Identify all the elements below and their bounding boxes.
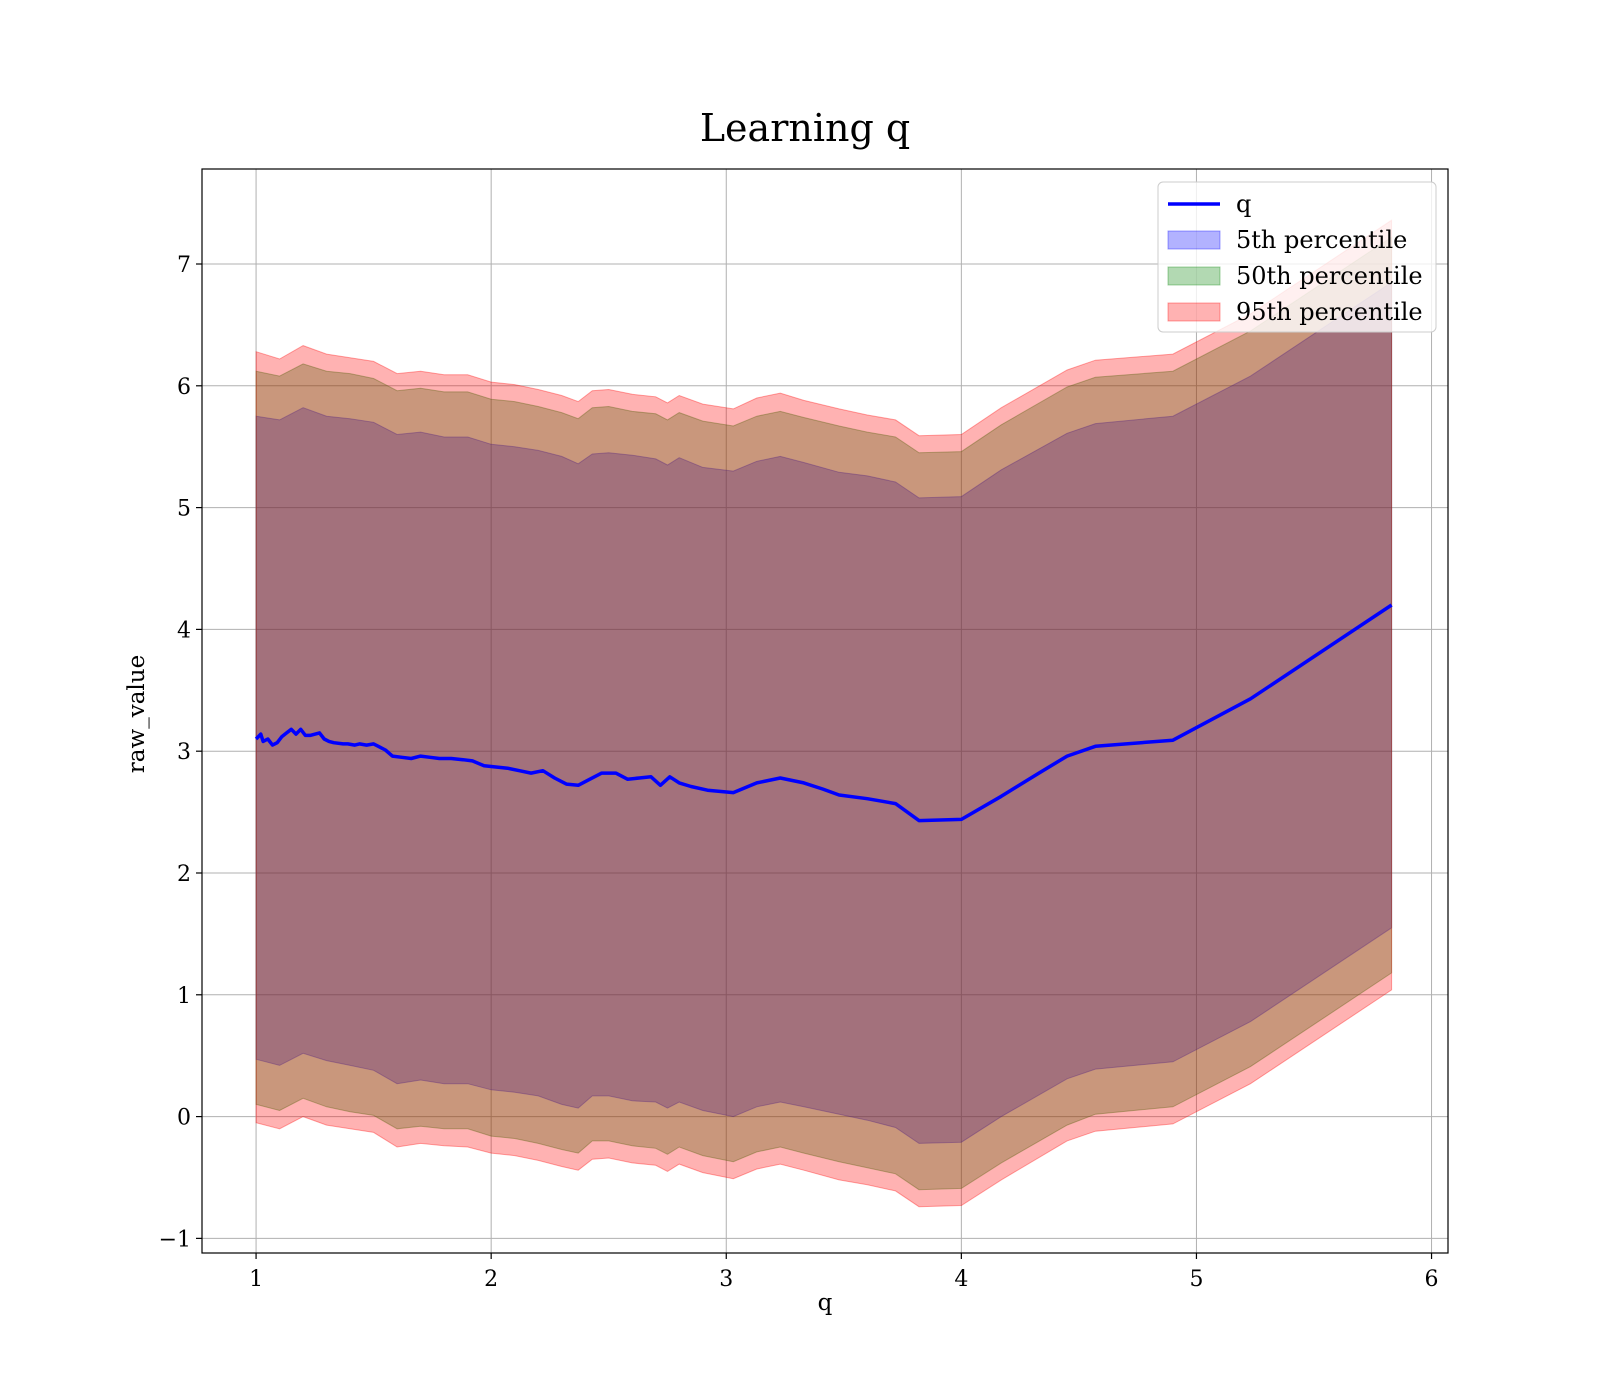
legend-swatch-50th-percentile <box>1167 266 1221 286</box>
x-tick-label: 1 <box>249 1267 263 1292</box>
y-axis-label: raw_value <box>124 655 150 773</box>
chart-title: Learning q <box>700 106 910 150</box>
axis-ticks: 1 2 3 4 5 6 −1 0 1 2 3 4 5 6 7 <box>159 253 1439 1292</box>
x-tick-label: 5 <box>1189 1267 1203 1292</box>
x-tick-label: 6 <box>1425 1267 1439 1292</box>
y-tick-label: 1 <box>177 984 191 1009</box>
legend-swatch-5th-percentile <box>1167 230 1221 250</box>
legend-swatch-95th-percentile <box>1167 302 1221 322</box>
y-tick-label: 6 <box>177 375 191 400</box>
plot-area-frame <box>201 168 1449 1254</box>
x-tick-label: 3 <box>719 1267 733 1292</box>
y-tick-label: 5 <box>177 497 191 522</box>
legend-label: 5th percentile <box>1236 226 1407 254</box>
q-line <box>254 603 1393 823</box>
x-tick-label: 2 <box>484 1267 498 1292</box>
y-tick-label: 3 <box>177 740 191 765</box>
grid-lines <box>202 169 1448 1253</box>
legend-label: q <box>1236 190 1251 218</box>
y-tick-label: 7 <box>177 253 191 278</box>
legend-label: 50th percentile <box>1236 262 1423 290</box>
x-tick-label: 4 <box>954 1267 968 1292</box>
x-axis-label: q <box>818 1290 833 1316</box>
q-line-layer <box>254 603 1393 823</box>
legend-box <box>1157 181 1437 333</box>
percentile-bands <box>255 219 1393 1208</box>
band-95th-percentile <box>255 219 1393 1208</box>
y-tick-label: 0 <box>177 1106 191 1131</box>
y-tick-label: −1 <box>159 1227 191 1252</box>
legend-label: 95th percentile <box>1236 298 1423 326</box>
y-tick-label: 4 <box>177 618 191 643</box>
band-50th-percentile <box>255 236 1393 1191</box>
y-tick-label: 2 <box>177 862 191 887</box>
band-5th-percentile <box>255 281 1393 1144</box>
legend: q 5th percentile 50th percentile 95th perce… <box>1157 181 1437 333</box>
